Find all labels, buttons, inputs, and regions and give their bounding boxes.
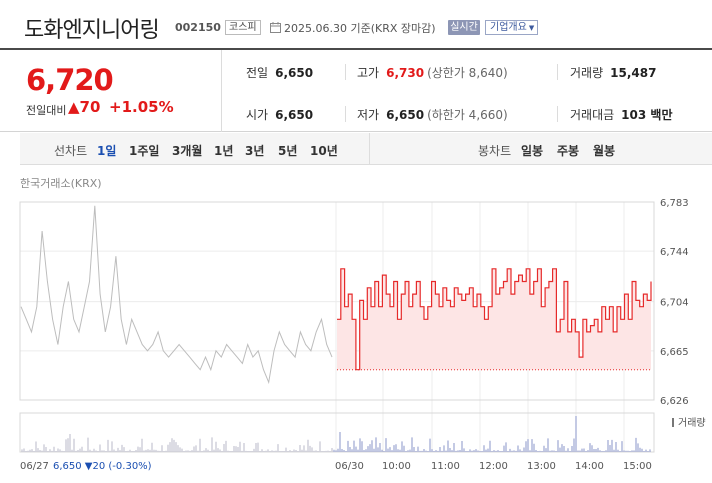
stat-label: 거래대금 xyxy=(570,108,615,122)
stat-value: 15,487 xyxy=(610,66,657,80)
stat-amount: 거래대금 103 백만 xyxy=(570,106,672,123)
chevron-down-icon: ▼ xyxy=(528,24,535,32)
change-amount: 70 xyxy=(79,98,101,116)
stock-header: 도화엔지니어링 002150 코스피 2025.06.30 기준(KRX 장마감… xyxy=(0,0,712,48)
stat-value: 6,650 xyxy=(275,108,314,122)
prev-day-price: 6,650 ▼20 (-0.30%) xyxy=(53,461,152,472)
plot-frame xyxy=(19,201,655,401)
x-tick-label: 06/27 xyxy=(20,461,49,472)
quote-datetime: 2025.06.30 기준(KRX 장마감) xyxy=(284,22,436,35)
divider xyxy=(557,106,558,122)
divider xyxy=(369,133,370,165)
stat-label: 거래량 xyxy=(570,66,604,80)
tab-daily[interactable]: 일봉 xyxy=(521,144,544,158)
exchange-label: 한국거래소(KRX) xyxy=(20,177,102,190)
stat-value: 6,650 xyxy=(386,108,425,122)
y-tick-label: 6,744 xyxy=(660,247,689,258)
stat-value: 6,730 xyxy=(386,66,425,80)
change-label: 전일대비 xyxy=(26,104,67,117)
divider xyxy=(557,64,558,80)
x-tick-label: 11:00 xyxy=(431,461,460,472)
tab-3year[interactable]: 3년 xyxy=(245,144,265,158)
stock-name: 도화엔지니어링 xyxy=(24,18,160,43)
stat-sub: (하한가 4,660) xyxy=(427,108,508,122)
x-tick-label: 12:00 xyxy=(479,461,508,472)
series-today-fill xyxy=(337,268,651,370)
y-tick-label: 6,783 xyxy=(660,198,689,209)
stat-low: 저가 6,650 (하한가 4,660) xyxy=(357,106,508,123)
current-price: 6,720 xyxy=(26,63,114,97)
tab-1year[interactable]: 1년 xyxy=(214,144,234,158)
stat-value: 103 백만 xyxy=(621,108,673,122)
realtime-button[interactable]: 실시간 xyxy=(448,20,480,35)
change-value: ▲70 xyxy=(68,98,100,116)
stat-high: 고가 6,730 (상한가 8,640) xyxy=(357,64,508,81)
quote-panel: 6,720 전일대비 ▲70 +1.05% 전일 6,650 고가 6,730 (상한… xyxy=(0,48,712,132)
divider xyxy=(345,106,346,122)
x-tick-label: 13:00 xyxy=(527,461,556,472)
chart-tabbar: 선차트 1일 1주일 3개월 1년 3년 5년 10년 봉차트 일봉 주봉 월봉 xyxy=(20,133,712,165)
volume-frame xyxy=(19,412,655,453)
y-tick-label: 6,626 xyxy=(660,396,689,407)
stat-label: 시가 xyxy=(246,108,269,122)
y-tick-label: 6,704 xyxy=(660,298,689,309)
company-overview-label: 기업개요 xyxy=(490,22,527,33)
line-chart-label: 선차트 xyxy=(54,144,88,158)
x-tick-label: 10:00 xyxy=(382,461,411,472)
y-tick-label: 6,665 xyxy=(660,347,689,358)
stat-volume: 거래량 15,487 xyxy=(570,64,656,81)
market-badge: 코스피 xyxy=(225,20,261,35)
stat-prev-close: 전일 6,650 xyxy=(246,64,313,81)
stat-open: 시가 6,650 xyxy=(246,106,313,123)
change-rate: +1.05% xyxy=(109,98,174,116)
series-today xyxy=(337,268,652,371)
tab-5year[interactable]: 5년 xyxy=(278,144,298,158)
clock-icon xyxy=(270,22,281,33)
stock-code: 002150 xyxy=(175,21,221,34)
tab-1week[interactable]: 1주일 xyxy=(129,144,160,158)
tab-weekly[interactable]: 주봉 xyxy=(557,144,580,158)
divider xyxy=(345,64,346,80)
volume-legend-label: 거래량 xyxy=(678,417,706,429)
stat-label: 고가 xyxy=(357,66,380,80)
x-tick-label: 15:00 xyxy=(623,461,652,472)
x-tick-label: 14:00 xyxy=(575,461,604,472)
tab-monthly[interactable]: 월봉 xyxy=(593,144,616,158)
candle-chart-label: 봉차트 xyxy=(478,144,512,158)
stat-sub: (상한가 8,640) xyxy=(427,66,508,80)
price-box: 6,720 전일대비 ▲70 +1.05% xyxy=(0,50,222,132)
company-overview-button[interactable]: 기업개요 ▼ xyxy=(485,20,538,35)
series-prev-day xyxy=(20,205,333,385)
tab-10year[interactable]: 10년 xyxy=(310,144,338,158)
stat-label: 전일 xyxy=(246,66,269,80)
price-chart: 6,783 6,744 6,704 6,665 6,626 거래량 06/27 06/30 10… xyxy=(19,198,706,472)
volume-legend-icon xyxy=(672,418,674,427)
stat-value: 6,650 xyxy=(275,66,314,80)
tab-3month[interactable]: 3개월 xyxy=(172,144,203,158)
stat-label: 저가 xyxy=(357,108,380,122)
x-tick-label: 06/30 xyxy=(335,461,364,472)
up-triangle-icon: ▲ xyxy=(68,98,80,116)
tab-1day[interactable]: 1일 xyxy=(97,144,117,158)
